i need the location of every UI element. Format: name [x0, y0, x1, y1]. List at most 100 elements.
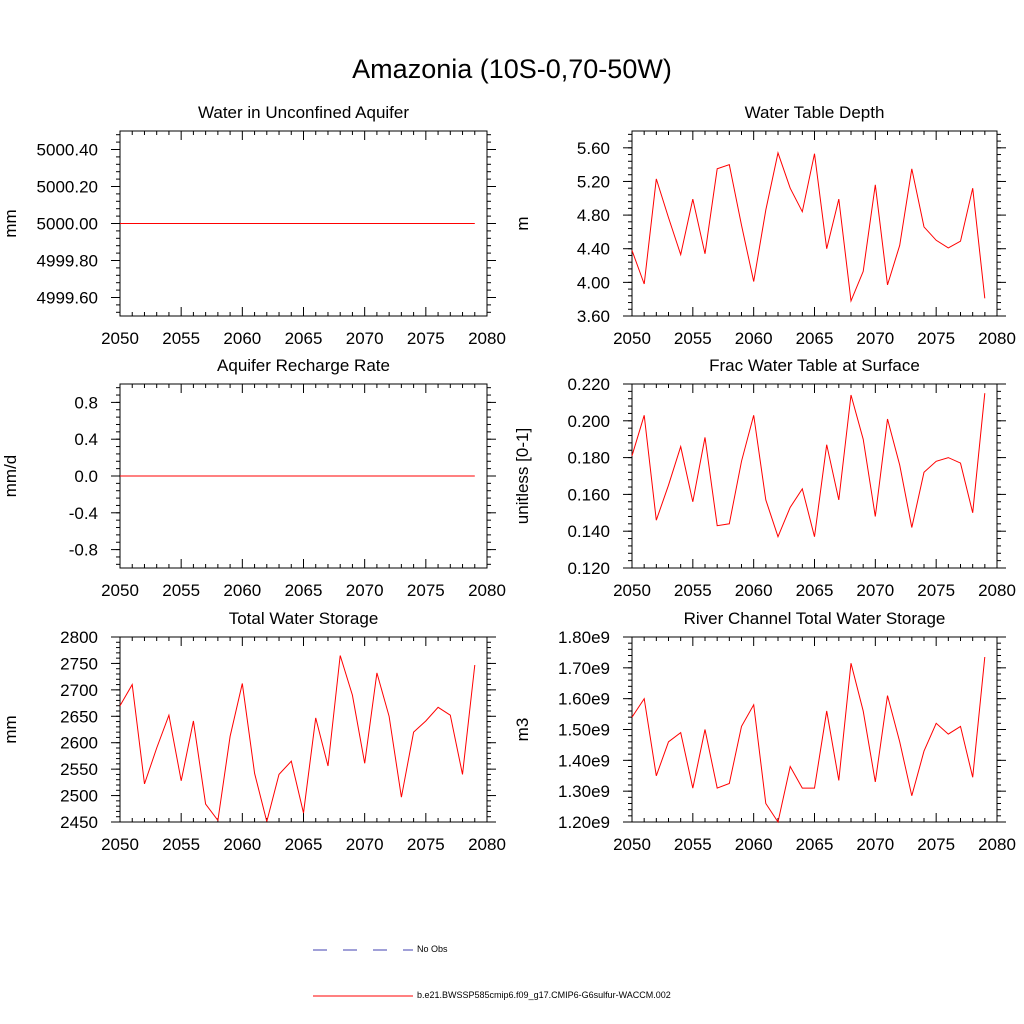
- panel-title: Total Water Storage: [229, 609, 379, 628]
- y-tick-label: 1.20e9: [558, 813, 610, 832]
- x-tick-label: 2055: [162, 835, 200, 854]
- x-tick-label: 2050: [101, 835, 139, 854]
- panel-title: River Channel Total Water Storage: [684, 609, 946, 628]
- y-tick-label: 0.0: [74, 467, 98, 486]
- x-tick-label: 2065: [285, 581, 323, 600]
- y-tick-label: 0.120: [567, 559, 610, 578]
- x-tick-label: 2060: [223, 329, 261, 348]
- y-tick-label: 1.60e9: [558, 690, 610, 709]
- x-tick-label: 2055: [162, 329, 200, 348]
- y-tick-label: 0.200: [567, 412, 610, 431]
- series-line: [631, 393, 986, 539]
- x-tick-label: 2055: [674, 329, 712, 348]
- y-tick-label: 2550: [60, 760, 98, 779]
- x-tick-label: 2070: [346, 835, 384, 854]
- y-tick-label: 4999.80: [37, 252, 98, 271]
- x-tick-label: 2070: [856, 835, 894, 854]
- y-tick-label: 0.220: [567, 375, 610, 394]
- y-tick-label: -0.4: [69, 504, 98, 523]
- x-tick-label: 2070: [346, 581, 384, 600]
- x-tick-label: 2080: [978, 835, 1016, 854]
- y-tick-label: 4.80: [577, 206, 610, 225]
- x-tick-label: 2080: [468, 581, 506, 600]
- plot-frame: [631, 130, 998, 317]
- panel-4: 2050 2055 2060 2065 2070 2075 2080 0.120 0.140 0.…: [513, 356, 1016, 600]
- main-title: Amazonia (10S-0,70-50W): [352, 54, 672, 84]
- x-tick-label: 2065: [796, 329, 834, 348]
- y-tick-label: 0.4: [74, 430, 98, 449]
- y-tick-label: 0.160: [567, 485, 610, 504]
- x-tick-label: 2075: [407, 329, 445, 348]
- x-tick-label: 2060: [223, 581, 261, 600]
- x-tick-label: 2060: [735, 581, 773, 600]
- y-axis-label: unitless [0-1]: [513, 428, 532, 524]
- panel-1: 2050 2055 2060 2065 2070 2075 2080 4999.60 4999.…: [1, 103, 506, 348]
- panel-5: 2050 2055 2060 2065 2070 2075 2080 2450 2500 2550…: [1, 609, 506, 854]
- y-tick-label: 5000.40: [37, 141, 98, 160]
- x-tick-label: 2050: [101, 581, 139, 600]
- y-tick-label: 5.20: [577, 172, 610, 191]
- x-tick-label: 2070: [856, 329, 894, 348]
- x-tick-label: 2070: [346, 329, 384, 348]
- y-tick-label: 2450: [60, 813, 98, 832]
- panel-title: Frac Water Table at Surface: [709, 356, 920, 375]
- x-tick-label: 2050: [613, 581, 651, 600]
- x-tick-label: 2075: [917, 835, 955, 854]
- panel-title: Water in Unconfined Aquifer: [198, 103, 409, 122]
- y-tick-label: 2650: [60, 707, 98, 726]
- plot-frame: [631, 636, 998, 823]
- panel-6: 2050 2055 2060 2065 2070 2075 2080 1.20e9 1.30e9…: [513, 609, 1016, 854]
- x-tick-label: 2065: [285, 329, 323, 348]
- x-tick-label: 2055: [674, 835, 712, 854]
- x-tick-label: 2075: [917, 329, 955, 348]
- x-tick-label: 2065: [796, 835, 834, 854]
- y-tick-label: 1.50e9: [558, 721, 610, 740]
- x-tick-label: 2075: [407, 835, 445, 854]
- y-axis-label: mm/d: [1, 455, 20, 498]
- x-tick-label: 2080: [978, 329, 1016, 348]
- panel-title: Aquifer Recharge Rate: [217, 356, 390, 375]
- x-tick-label: 2080: [978, 581, 1016, 600]
- series-line: [119, 655, 476, 822]
- y-tick-label: 1.70e9: [558, 659, 610, 678]
- panel-title: Water Table Depth: [745, 103, 885, 122]
- y-tick-label: 5000.00: [37, 215, 98, 234]
- y-axis-label: m: [513, 216, 532, 230]
- y-tick-label: 1.40e9: [558, 751, 610, 770]
- series-line: [631, 656, 986, 824]
- y-tick-label: 2750: [60, 654, 98, 673]
- series-line: [631, 151, 986, 303]
- panel-2: 2050 2055 2060 2065 2070 2075 2080 3.60 4.00 4.40…: [513, 103, 1016, 348]
- y-tick-label: 4.00: [577, 273, 610, 292]
- x-tick-label: 2075: [407, 581, 445, 600]
- y-tick-label: 0.140: [567, 522, 610, 541]
- x-tick-label: 2065: [796, 581, 834, 600]
- x-tick-label: 2075: [917, 581, 955, 600]
- panel-3: 2050 2055 2060 2065 2070 2075 2080 -0.8 -0.4 0.0 0…: [1, 356, 506, 600]
- x-tick-label: 2060: [223, 835, 261, 854]
- y-tick-label: 1.80e9: [558, 628, 610, 647]
- x-tick-label: 2080: [468, 329, 506, 348]
- y-tick-label: 0.180: [567, 449, 610, 468]
- y-tick-label: -0.8: [69, 541, 98, 560]
- x-tick-label: 2060: [735, 329, 773, 348]
- x-tick-label: 2070: [856, 581, 894, 600]
- y-tick-label: 5000.20: [37, 178, 98, 197]
- x-tick-label: 2055: [162, 581, 200, 600]
- x-tick-label: 2060: [735, 835, 773, 854]
- y-tick-label: 1.30e9: [558, 782, 610, 801]
- x-tick-label: 2050: [101, 329, 139, 348]
- y-tick-label: 2700: [60, 681, 98, 700]
- x-tick-label: 2065: [285, 835, 323, 854]
- y-tick-label: 2500: [60, 787, 98, 806]
- y-tick-label: 0.8: [74, 393, 98, 412]
- x-tick-label: 2080: [468, 835, 506, 854]
- x-tick-label: 2050: [613, 835, 651, 854]
- x-tick-label: 2050: [613, 329, 651, 348]
- x-tick-label: 2055: [674, 581, 712, 600]
- y-tick-label: 4.40: [577, 240, 610, 259]
- y-axis-label: m3: [513, 718, 532, 742]
- plot-frame: [119, 636, 488, 823]
- y-tick-label: 5.60: [577, 139, 610, 158]
